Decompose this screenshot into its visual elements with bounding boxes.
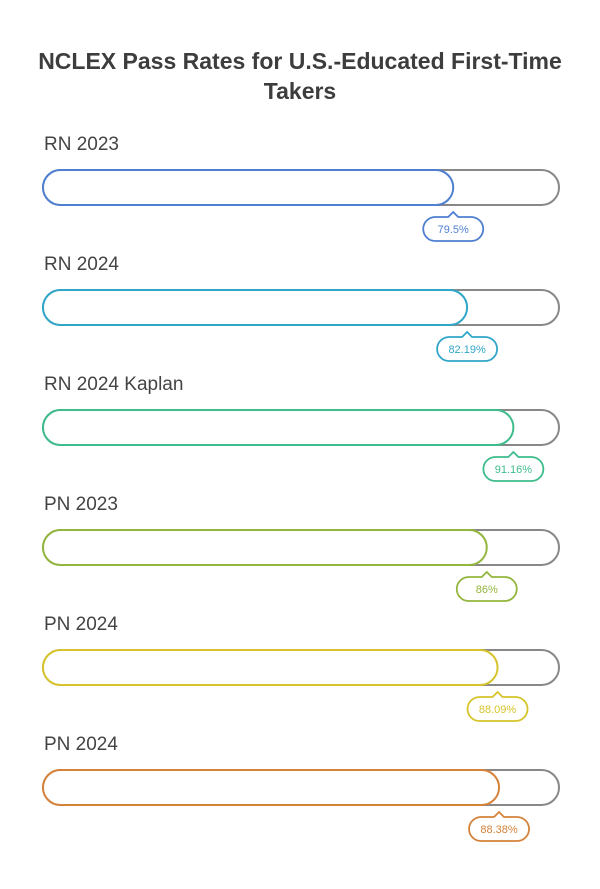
value-callout — [482, 450, 545, 482]
bar-fill — [42, 529, 488, 566]
value-label: 88.38% — [480, 824, 518, 836]
value-callout — [422, 210, 485, 242]
bar-fill — [42, 649, 499, 686]
category-label: RN 2023 — [44, 134, 119, 155]
value-label: 91.16% — [495, 464, 533, 476]
bar-fill — [42, 169, 455, 206]
chart-title: NCLEX Pass Rates for U.S.-Educated First… — [38, 48, 562, 104]
value-callout — [466, 690, 529, 722]
category-label: PN 2023 — [44, 494, 118, 515]
value-callout — [468, 810, 530, 842]
value-label: 86% — [476, 584, 498, 596]
value-callout — [455, 570, 518, 602]
bar-fill — [42, 409, 515, 446]
bar-fill — [42, 769, 501, 806]
bar-fill — [42, 289, 469, 326]
value-callout — [436, 330, 498, 362]
value-label: 79.5% — [438, 224, 469, 236]
category-label: RN 2024 Kaplan — [44, 374, 183, 395]
category-label: PN 2024 — [44, 734, 118, 755]
category-label: PN 2024 — [44, 614, 118, 635]
value-label: 82.19% — [448, 344, 486, 356]
value-label: 88.09% — [479, 704, 517, 716]
category-label: RN 2024 — [44, 254, 119, 275]
